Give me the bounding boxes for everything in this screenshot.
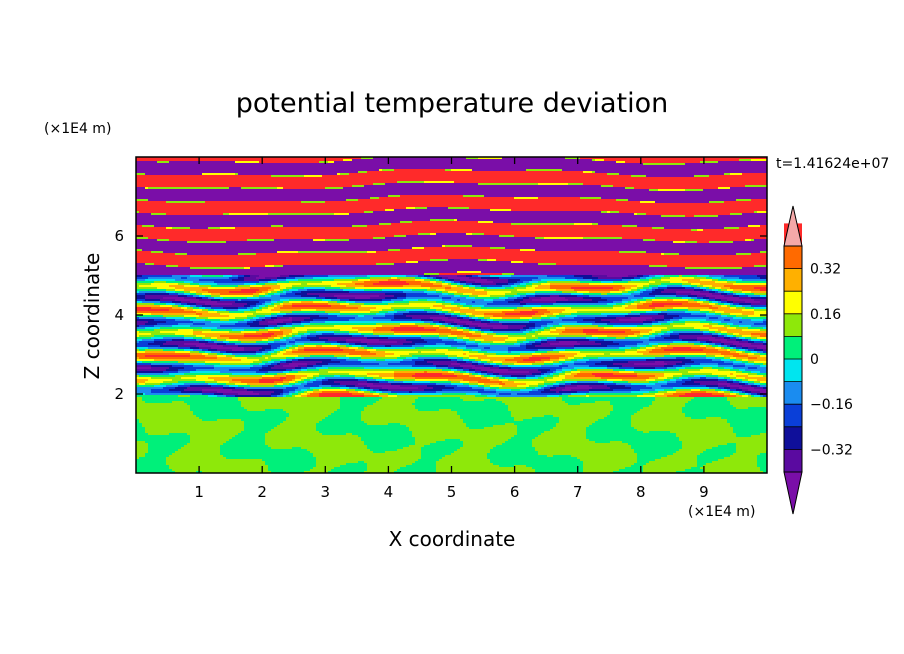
colorbar-label: −0.32 <box>810 442 853 458</box>
colorbar-bin <box>784 359 802 382</box>
y-tick-label: 6 <box>114 227 124 245</box>
y-unit-label: (×1E4 m) <box>44 121 111 137</box>
x-tick-label: 9 <box>699 483 709 501</box>
x-tick-label: 2 <box>257 483 267 501</box>
colorbar-label: 0.16 <box>810 307 841 323</box>
x-tick-label: 6 <box>510 483 520 501</box>
colorbar-bin <box>784 404 802 427</box>
x-tick-label: 5 <box>447 483 457 501</box>
colorbar-bin <box>784 427 802 450</box>
x-tick-label: 1 <box>194 483 204 501</box>
contour-field <box>136 157 769 473</box>
colorbar-label: 0 <box>810 352 819 368</box>
x-tick-label: 4 <box>384 483 394 501</box>
colorbar-bin <box>784 314 802 337</box>
y-tick-label: 4 <box>114 306 124 324</box>
colorbar-bin <box>784 449 802 472</box>
colorbar-extend-min <box>784 472 802 514</box>
y-tick-label: 2 <box>114 385 124 403</box>
x-unit-label: (×1E4 m) <box>688 504 755 520</box>
x-axis-label: X coordinate <box>389 527 516 551</box>
y-axis-label: Z coordinate <box>80 253 104 380</box>
colorbar-bin <box>784 336 802 359</box>
colorbar: 0.32 0.16 0 −0.16 −0.32 <box>784 206 853 514</box>
colorbar-label: 0.32 <box>810 262 841 278</box>
colorbar-bin <box>784 269 802 292</box>
colorbar-label: −0.16 <box>810 397 853 413</box>
chart-title: potential temperature deviation <box>236 88 668 119</box>
x-tick-label: 7 <box>573 483 583 501</box>
x-tick-label: 8 <box>636 483 646 501</box>
colorbar-bin <box>784 382 802 405</box>
colorbar-bin <box>784 291 802 314</box>
colorbar-bin <box>784 246 802 269</box>
time-label: t=1.41624e+07 <box>776 156 889 172</box>
x-tick-label: 3 <box>321 483 331 501</box>
